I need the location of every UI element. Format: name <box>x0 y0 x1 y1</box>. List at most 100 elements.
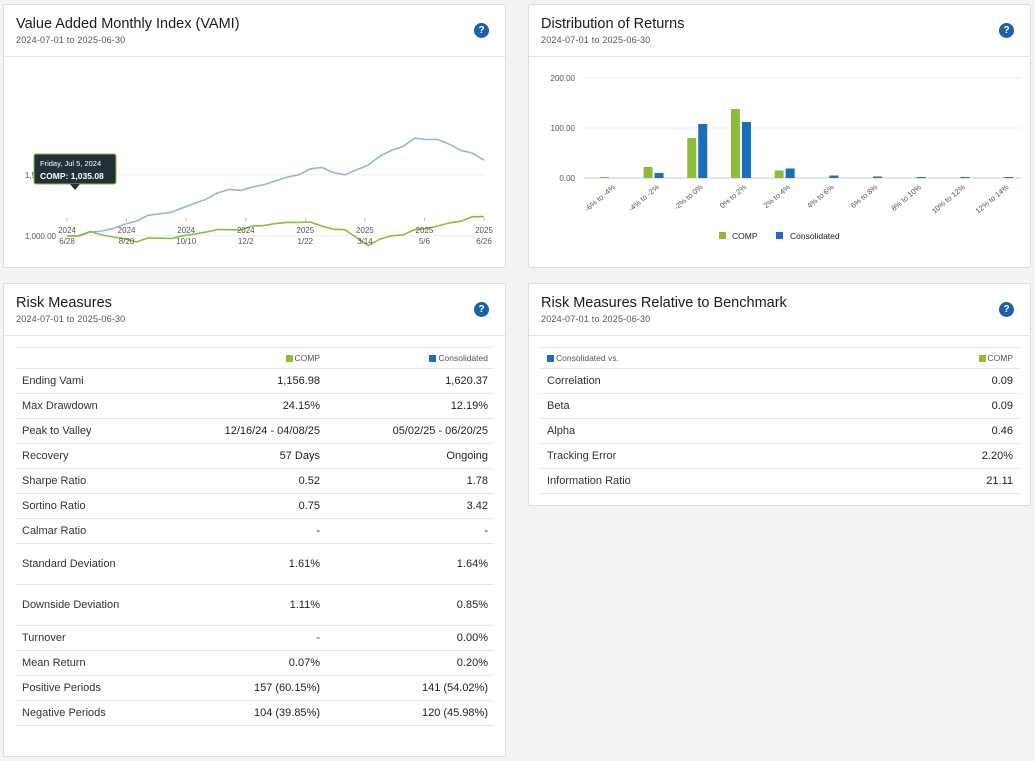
table-row: Standard Deviation 1.61% 1.64% <box>16 543 494 585</box>
x-tick-year: 2025 <box>296 226 314 235</box>
row-label: Information Ratio <box>541 468 863 494</box>
x-tick-date: 6/26 <box>476 237 492 246</box>
bar-consolidated[interactable] <box>829 175 839 179</box>
risk-measures-table: COMP Consolidated Ending Vami 1,156.98 1,6… <box>16 347 494 726</box>
table-row: Sortino Ratio 0.75 3.42 <box>16 493 494 519</box>
comp-value: 0.52 <box>176 468 326 494</box>
table-row: Negative Periods 104 (39.85%) 120 (45.98%) <box>16 700 494 726</box>
comp-value: 1.61% <box>176 543 326 585</box>
legend-item-comp[interactable]: COMP <box>719 231 758 241</box>
table-row: Beta 0.09 <box>541 393 1019 419</box>
bar-consolidated[interactable] <box>741 122 751 178</box>
consolidated-swatch <box>429 355 437 362</box>
bar-consolidated[interactable] <box>873 176 883 179</box>
bar-consolidated[interactable] <box>916 177 926 178</box>
bar-comp[interactable] <box>599 177 609 178</box>
bar-comp[interactable] <box>643 167 653 178</box>
bar-consolidated[interactable] <box>1004 177 1014 178</box>
distribution-header: Distribution of Returns 2024-07-01 to 20… <box>529 5 1030 57</box>
x-tick-date: 1/22 <box>297 237 313 246</box>
table-row: Calmar Ratio - - <box>16 518 494 544</box>
x-tick-label: 8% to 10% <box>889 182 923 212</box>
x-tick-year: 2025 <box>475 226 493 235</box>
svg-text:Consolidated: Consolidated <box>790 231 840 241</box>
column-header-consolidated-vs: Consolidated vs. <box>541 347 863 369</box>
comp-value: 0.75 <box>176 493 326 519</box>
bar-comp[interactable] <box>687 138 697 178</box>
comp-value: 24.15% <box>176 393 326 419</box>
comp-value: - <box>176 518 326 544</box>
consolidated-value: 3.42 <box>326 493 494 519</box>
table-row: Turnover -0.00% <box>16 625 494 651</box>
x-tick-year: 2024 <box>118 226 136 235</box>
bar-consolidated[interactable] <box>654 173 664 178</box>
risk-measures-title: Risk Measures <box>16 295 112 311</box>
row-label: Turnover <box>16 625 176 651</box>
row-label: Calmar Ratio <box>16 518 176 544</box>
row-label: Tracking Error <box>541 443 863 469</box>
help-icon[interactable]: ? <box>474 23 489 38</box>
x-tick-label: -6% to -4% <box>583 182 617 213</box>
x-tick-year: 2024 <box>237 226 255 235</box>
comp-value: 157 (60.15%) <box>176 675 326 701</box>
bar-consolidated[interactable] <box>785 168 795 179</box>
metric-value: 21.11 <box>862 468 1019 494</box>
consolidated-value: 1.78 <box>326 468 494 494</box>
table-row: Positive Periods 157 (60.15%) 141 (54.02%) <box>16 675 494 701</box>
distribution-card: Distribution of Returns 2024-07-01 to 20… <box>528 4 1031 268</box>
row-label: Sortino Ratio <box>16 493 176 519</box>
tooltip-value: COMP: 1,035.08 <box>40 171 104 181</box>
x-tick-date: 6/28 <box>59 237 75 246</box>
table-row: Correlation 0.09 <box>541 368 1019 394</box>
column-header-comp: COMP <box>176 347 326 369</box>
x-tick-year: 2025 <box>356 226 374 235</box>
consolidated-value: - <box>326 518 494 544</box>
row-label: Sharpe Ratio <box>16 468 176 494</box>
table-row: Peak to Valley 12/16/24 - 04/08/25 05/02/2… <box>16 418 494 444</box>
consolidated-value: 1,620.37 <box>326 368 494 394</box>
y-tick-label: 100.00 <box>551 124 576 133</box>
relative-benchmark-table: Consolidated vs. COMP Correlation 0.09 Bet… <box>541 347 1019 494</box>
x-tick-label: 2% to 4% <box>762 182 793 210</box>
row-label: Positive Periods <box>16 675 176 701</box>
comp-value: 12/16/24 - 04/08/25 <box>176 418 326 444</box>
table-row: Sharpe Ratio 0.52 1.78 <box>16 468 494 494</box>
x-tick-label: -4% to -2% <box>627 182 661 213</box>
tooltip-date: Friday, Jul 5, 2024 <box>40 159 101 168</box>
x-tick-label: 0% to 2% <box>718 182 749 210</box>
x-tick-date: 8/20 <box>119 237 135 246</box>
risk-measures-header: Risk Measures 2024-07-01 to 2025-06-30 ? <box>4 284 505 336</box>
y-tick-label: 0.00 <box>559 174 575 183</box>
help-icon[interactable]: ? <box>999 302 1014 317</box>
table-row: Recovery 57 Days Ongoing <box>16 443 494 469</box>
consolidated-value: 120 (45.98%) <box>326 700 494 726</box>
help-icon[interactable]: ? <box>999 23 1014 38</box>
help-icon[interactable]: ? <box>474 302 489 317</box>
table-row: Downside Deviation 1.11% 0.85% <box>16 584 494 626</box>
row-label: Max Drawdown <box>16 393 176 419</box>
x-tick-date: 5/6 <box>419 237 431 246</box>
vami-chart[interactable]: 1,000.001,500.00 20246/2820248/20202410/… <box>4 58 505 268</box>
comp-value: 1,156.98 <box>176 368 326 394</box>
comp-swatch <box>978 355 986 362</box>
bar-comp[interactable] <box>730 109 740 178</box>
consolidated-value: 141 (54.02%) <box>326 675 494 701</box>
table-row: Max Drawdown 24.15% 12.19% <box>16 393 494 419</box>
bar-consolidated[interactable] <box>698 124 708 178</box>
row-label: Peak to Valley <box>16 418 176 444</box>
x-tick-date: 3/14 <box>357 237 373 246</box>
metric-value: 0.09 <box>862 368 1019 394</box>
consolidated-value: Ongoing <box>326 443 494 469</box>
relative-benchmark-date-range: 2024-07-01 to 2025-06-30 <box>541 314 651 324</box>
y-tick-label: 200.00 <box>551 74 576 83</box>
comp-value: 1.11% <box>176 584 326 626</box>
bar-comp[interactable] <box>774 170 784 179</box>
row-label: Recovery <box>16 443 176 469</box>
distribution-date-range: 2024-07-01 to 2025-06-30 <box>541 35 651 45</box>
distribution-chart[interactable]: 0.00 100.00 200.00 -6% to -4% -4% to -2% -2%… <box>529 58 1030 268</box>
comp-value: 0.07% <box>176 650 326 676</box>
x-tick-year: 2025 <box>416 226 434 235</box>
row-label: Downside Deviation <box>16 584 176 626</box>
bar-consolidated[interactable] <box>960 177 970 178</box>
legend-item-consolidated[interactable]: Consolidated <box>776 231 840 241</box>
